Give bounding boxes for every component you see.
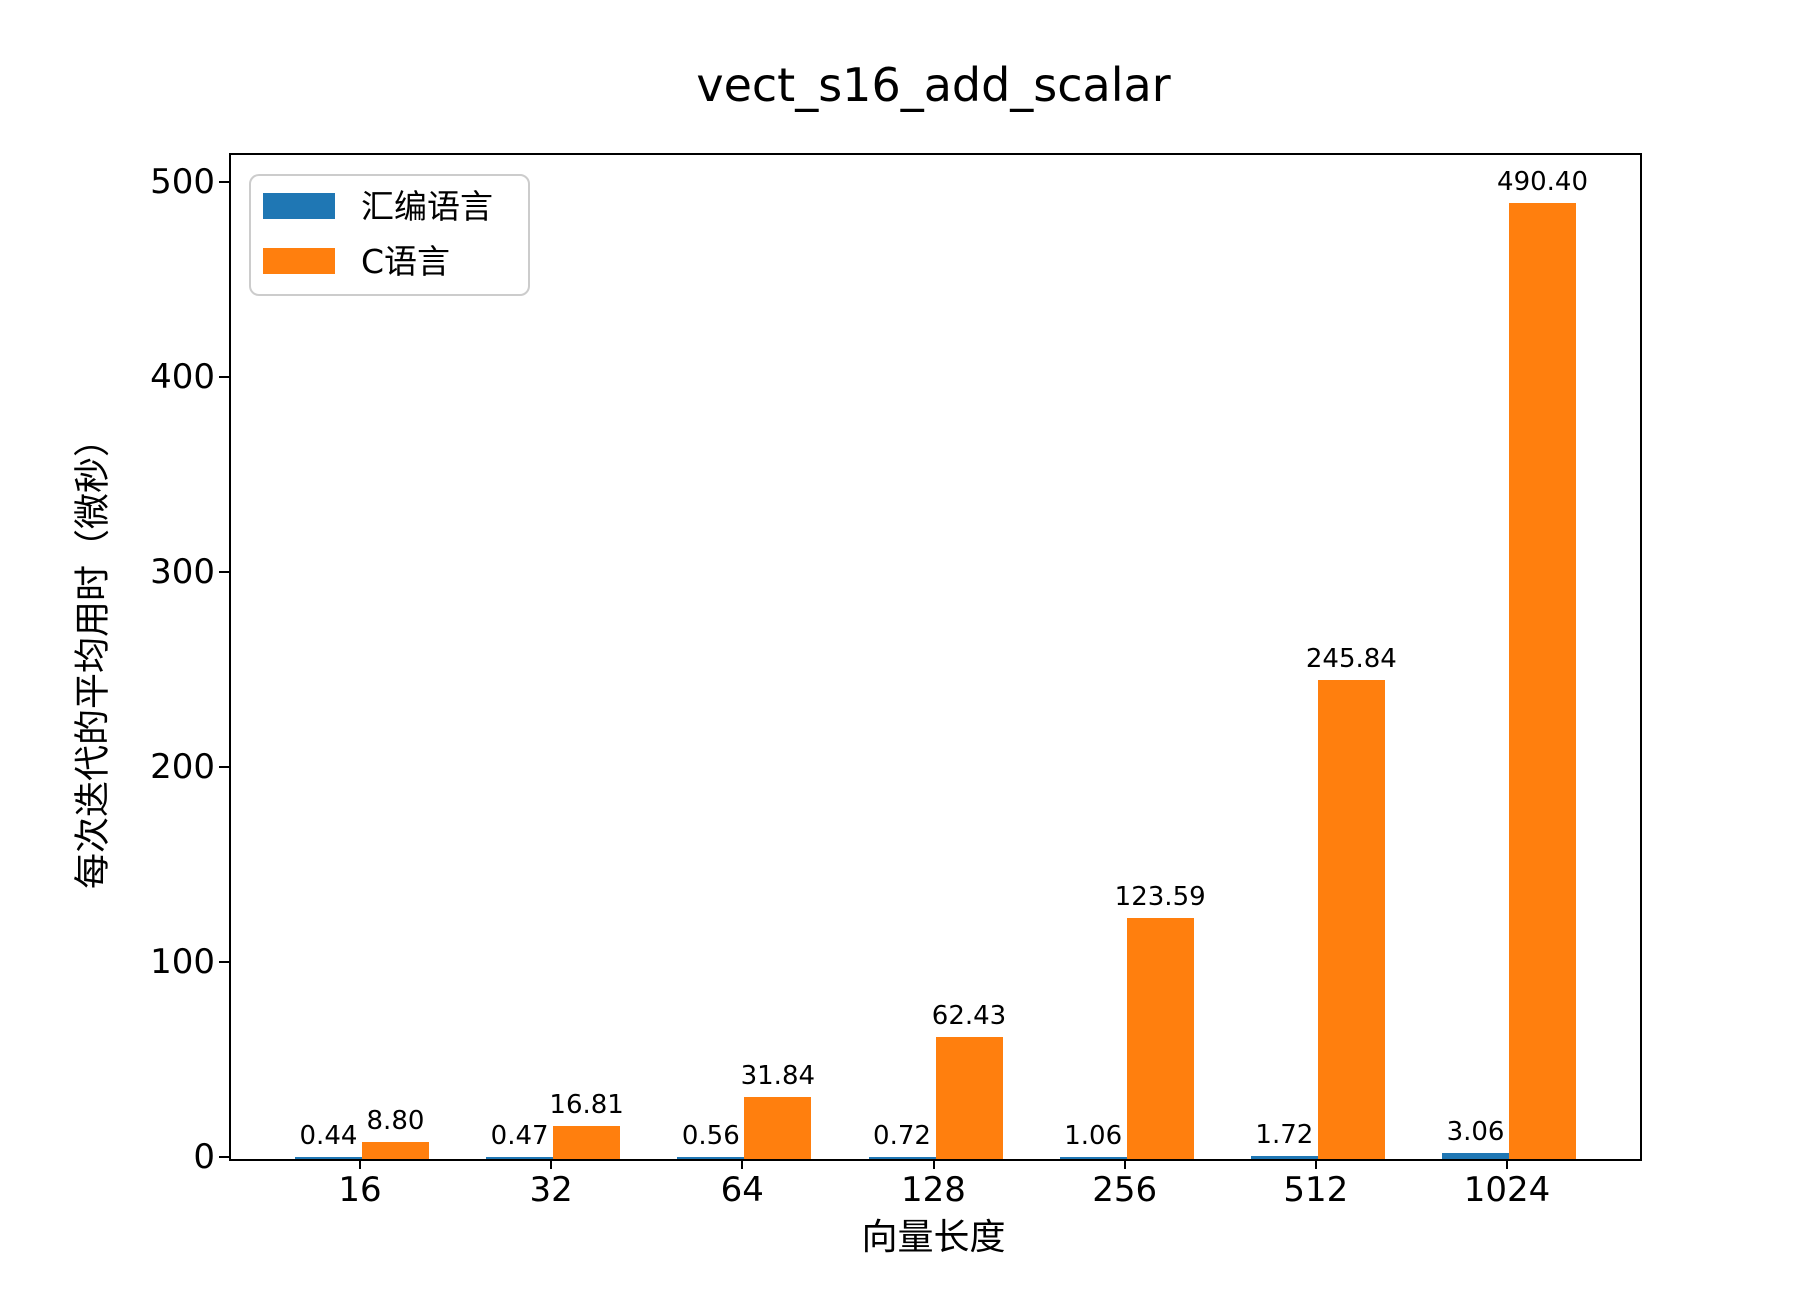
bar-value-label-assembly-512: 1.72: [1255, 1119, 1314, 1150]
legend-swatch-assembly: [263, 193, 335, 219]
bar-value-label-c-128: 62.43: [931, 1001, 1007, 1032]
x-tick-mark-512: [1314, 1159, 1317, 1169]
y-tick-label-200: 200: [150, 747, 215, 788]
chart-title: vect_s16_add_scalar: [696, 58, 1171, 112]
legend-label-assembly: 汇编语言: [361, 186, 493, 226]
bar-assembly-64: [677, 1157, 745, 1159]
legend-item-c: C语言: [263, 245, 520, 278]
bar-c-256: [1126, 918, 1194, 1159]
bar-value-label-c-32: 16.81: [549, 1090, 624, 1121]
bar-value-label-assembly-1024: 3.06: [1446, 1117, 1505, 1148]
bar-value-label-c-1024: 490.40: [1497, 166, 1589, 197]
y-axis-label: 每次迭代的平均用时（微秒）: [72, 420, 114, 890]
bar-value-label-c-64: 31.84: [740, 1060, 816, 1091]
x-tick-label-128: 128: [901, 1170, 966, 1210]
bar-assembly-16: [294, 1157, 362, 1159]
bar-c-16: [361, 1141, 429, 1159]
x-tick-label-16: 16: [338, 1170, 382, 1210]
bar-c-1024: [1509, 202, 1577, 1159]
bar-assembly-128: [868, 1157, 936, 1159]
y-tick-label-100: 100: [150, 942, 215, 983]
y-tick-mark-100: [219, 961, 229, 964]
x-tick-mark-16: [358, 1159, 361, 1169]
x-tick-label-32: 32: [529, 1170, 573, 1210]
y-tick-mark-500: [219, 181, 229, 184]
bar-assembly-256: [1059, 1156, 1127, 1159]
y-tick-mark-400: [219, 376, 229, 379]
legend: 汇编语言 C语言: [249, 174, 530, 296]
bar-value-label-assembly-32: 0.47: [490, 1121, 549, 1151]
x-tick-mark-256: [1123, 1159, 1126, 1169]
bar-assembly-1024: [1442, 1153, 1510, 1159]
bar-assembly-512: [1250, 1155, 1318, 1159]
y-tick-mark-0: [219, 1156, 229, 1158]
bar-value-label-assembly-64: 0.56: [681, 1121, 740, 1151]
x-tick-label-64: 64: [720, 1170, 764, 1210]
legend-swatch-c: [263, 248, 335, 274]
legend-item-assembly: 汇编语言: [263, 190, 520, 223]
x-tick-mark-128: [932, 1159, 935, 1169]
x-axis-label: 向量长度: [861, 1217, 1006, 1258]
bar-value-label-c-256: 123.59: [1114, 882, 1206, 913]
y-tick-label-0: 0: [193, 1137, 215, 1177]
bar-c-128: [935, 1037, 1003, 1159]
y-tick-label-500: 500: [150, 162, 215, 203]
bar-value-label-assembly-128: 0.72: [873, 1121, 931, 1151]
bar-value-label-c-512: 245.84: [1305, 643, 1397, 674]
y-tick-label-400: 400: [150, 357, 215, 398]
bar-c-512: [1317, 679, 1385, 1159]
bar-c-32: [553, 1126, 621, 1159]
x-tick-mark-32: [550, 1159, 553, 1169]
x-tick-label-256: 256: [1092, 1170, 1158, 1210]
x-tick-label-1024: 1024: [1463, 1170, 1551, 1210]
bar-assembly-32: [486, 1157, 554, 1159]
bar-c-64: [744, 1096, 812, 1159]
y-tick-mark-200: [219, 766, 229, 769]
legend-label-c: C语言: [361, 241, 451, 281]
plot-area: 汇编语言 C语言 0.44 8.80 0.47 16.81 0.56 31.84 0.72 62…: [229, 153, 1642, 1161]
y-tick-label-300: 300: [150, 552, 215, 593]
bar-value-label-c-16: 8.80: [366, 1105, 425, 1136]
bar-value-label-assembly-16: 0.44: [299, 1121, 358, 1151]
y-tick-mark-300: [219, 571, 229, 574]
x-tick-mark-64: [741, 1159, 744, 1169]
x-tick-mark-1024: [1506, 1159, 1509, 1169]
bar-value-label-assembly-256: 1.06: [1064, 1120, 1123, 1151]
x-tick-label-512: 512: [1283, 1170, 1349, 1210]
